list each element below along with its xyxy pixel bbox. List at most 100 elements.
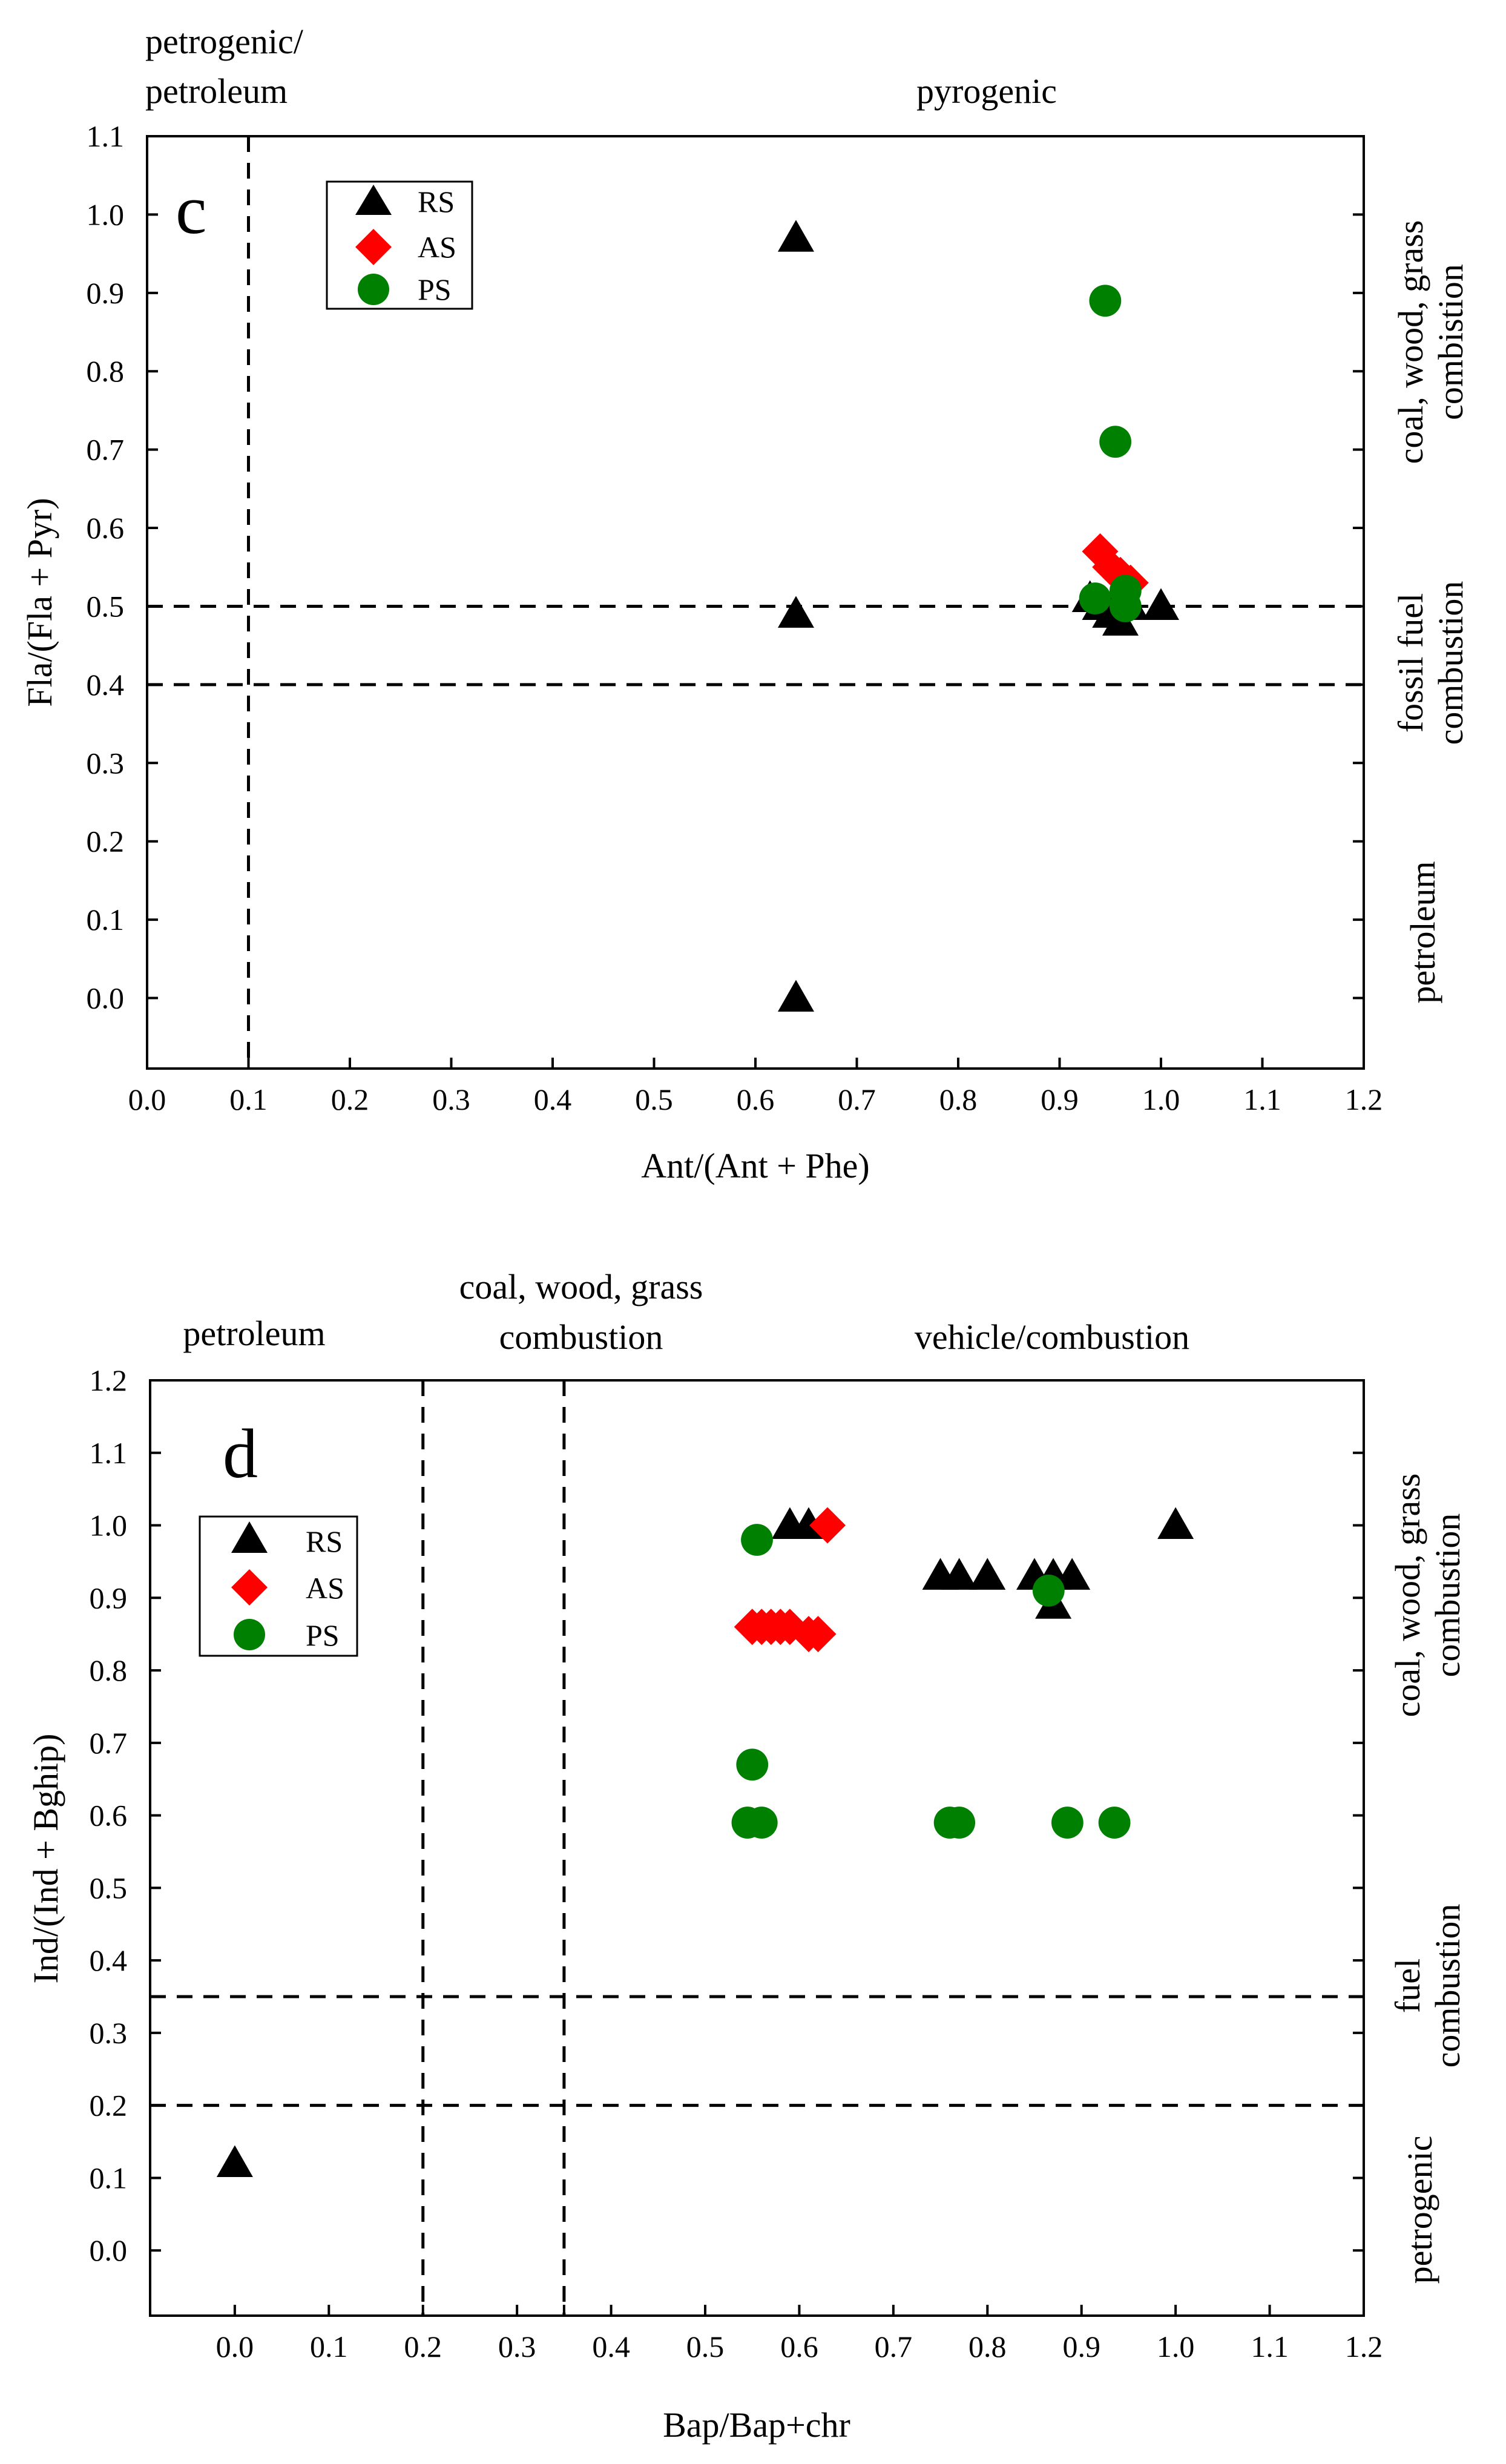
x-tick-label: 0.6 [737, 1082, 775, 1116]
x-tick-label: 1.1 [1243, 1082, 1281, 1116]
point-ps [1032, 1574, 1065, 1607]
x-tick-label: 0.2 [331, 1082, 369, 1116]
side-label-line-2: combustion [1428, 1904, 1467, 2068]
y-tick-label: 0.9 [90, 1581, 128, 1615]
y-tick-label: 0.5 [90, 1871, 128, 1905]
legend: RS AS PS [199, 1515, 358, 1657]
y-tick-label: 0.4 [90, 1943, 128, 1977]
point-as [800, 1616, 837, 1653]
top-label-petrogenic: petrogenic/ [145, 22, 304, 61]
legend-label-as: AS [306, 1571, 344, 1605]
side-label-fossil-fuel: fossil fuel combustion [1391, 581, 1470, 745]
point-rs [1157, 1507, 1194, 1540]
side-label-line-1: petrogenic [1400, 2136, 1439, 2284]
legend-label-as: AS [418, 230, 456, 264]
panel-letter: d [223, 1415, 258, 1493]
legend-circle-marker [358, 274, 389, 305]
side-label-coal-wood-grass: coal, wood, grass combistion [1391, 220, 1470, 464]
legend-triangle-marker [355, 185, 392, 215]
legend-triangle-marker [231, 1521, 268, 1553]
point-rs [778, 980, 814, 1012]
y-tick-label: 0.6 [87, 511, 125, 545]
y-tick-label: 0.4 [87, 668, 125, 702]
side-label-line-2: combistion [1431, 264, 1470, 420]
x-axis-title: Bap/Bap+chr [663, 2405, 850, 2445]
y-tick-label: 0.9 [87, 276, 125, 310]
legend-label-rs: RS [418, 185, 455, 219]
legend-label-ps: PS [418, 272, 452, 306]
y-tick-label: 0.8 [87, 354, 125, 388]
point-rs [969, 1558, 1006, 1590]
side-label-line-1: fossil fuel [1391, 593, 1430, 733]
point-rs [941, 1558, 978, 1590]
x-tick-label: 0.8 [939, 1082, 978, 1116]
side-label-line-1: coal, wood, grass [1391, 220, 1430, 464]
legend-box [199, 1515, 358, 1657]
legend-diamond-marker [355, 229, 392, 265]
panel-letter: c [176, 171, 207, 249]
x-tick-label: 0.1 [310, 2330, 348, 2364]
point-ps [745, 1807, 778, 1839]
side-label-line-1: petroleum [1403, 861, 1442, 1003]
y-tick-label: 1.2 [90, 1363, 128, 1397]
side-label-line-1: coal, wood, grass [1388, 1474, 1427, 1718]
point-ps [1109, 590, 1142, 622]
point-rs [1143, 588, 1179, 620]
y-tick-label: 0.2 [90, 2089, 128, 2123]
y-tick-label: 1.0 [90, 1509, 128, 1543]
top-label-coal-wood-grass: coal, wood, grass [459, 1267, 703, 1306]
top-label-vehicle-combustion: vehicle/combustion [915, 1317, 1189, 1357]
y-tick-label: 0.2 [87, 825, 125, 858]
panel-c: petrogenic/ petroleum pyrogenic coal, wo… [20, 22, 1470, 1185]
point-ps [741, 1524, 773, 1556]
point-ps [736, 1748, 769, 1781]
x-tick-label: 0.1 [229, 1082, 268, 1116]
x-tick-label: 0.7 [875, 2330, 913, 2364]
side-label-line-2: combustion [1428, 1514, 1467, 1678]
y-tick-label: 0.3 [90, 2016, 128, 2050]
x-tick-label: 1.0 [1157, 2330, 1195, 2364]
y-tick-label: 0.0 [87, 981, 125, 1015]
side-label-coal-wood-grass: coal, wood, grass combustion [1388, 1474, 1467, 1718]
x-tick-label: 0.8 [968, 2330, 1007, 2364]
y-tick-label: 0.6 [90, 1799, 128, 1833]
x-tick-label: 0.3 [432, 1082, 470, 1116]
legend-circle-marker [234, 1619, 265, 1650]
axis-ticks: 0.0 0.1 0.2 0.3 0.4 0.5 0.6 0.7 0.8 0.9 1.0 1.1 1.2 0… [90, 1363, 1383, 2364]
x-tick-label: 0.7 [838, 1082, 876, 1116]
x-tick-label: 1.0 [1142, 1082, 1180, 1116]
top-label-combustion: combustion [499, 1317, 663, 1357]
x-tick-label: 1.2 [1345, 2330, 1383, 2364]
legend-label-ps: PS [306, 1618, 340, 1652]
y-tick-label: 1.1 [90, 1436, 128, 1470]
point-ps [1089, 285, 1122, 317]
data-points [216, 1507, 1194, 2177]
y-tick-label: 1.0 [87, 197, 125, 231]
x-tick-label: 0.3 [498, 2330, 536, 2364]
x-tick-label: 1.1 [1251, 2330, 1289, 2364]
data-points [778, 220, 1179, 1012]
legend: RS AS PS [326, 180, 473, 310]
x-tick-label: 0.9 [1041, 1082, 1079, 1116]
side-label-line-2: combustion [1431, 581, 1470, 745]
point-ps [1051, 1807, 1083, 1839]
x-tick-label: 0.0 [216, 2330, 254, 2364]
axis-ticks: 0.0 0.1 0.2 0.3 0.4 0.5 0.6 0.7 0.8 0.9 1.0 1.1 1.2 0… [87, 119, 1383, 1116]
point-as [809, 1507, 846, 1544]
side-label-petroleum: petroleum [1403, 861, 1442, 1003]
point-ps [943, 1807, 976, 1839]
side-label-petrogenic: petrogenic [1400, 2136, 1439, 2284]
point-rs [216, 2145, 253, 2177]
point-rs [778, 220, 814, 252]
x-tick-label: 0.5 [686, 2330, 725, 2364]
side-label-line-1: fuel [1388, 1958, 1427, 2013]
point-rs [1054, 1558, 1091, 1590]
top-label-pyrogenic: pyrogenic [916, 71, 1057, 111]
y-tick-label: 1.1 [87, 119, 125, 153]
x-tick-label: 0.4 [534, 1082, 572, 1116]
panel-d: petroleum coal, wood, grass combustion v… [26, 1267, 1467, 2445]
x-tick-label: 0.5 [635, 1082, 673, 1116]
y-tick-label: 0.5 [87, 589, 125, 623]
x-tick-label: 0.0 [128, 1082, 166, 1116]
